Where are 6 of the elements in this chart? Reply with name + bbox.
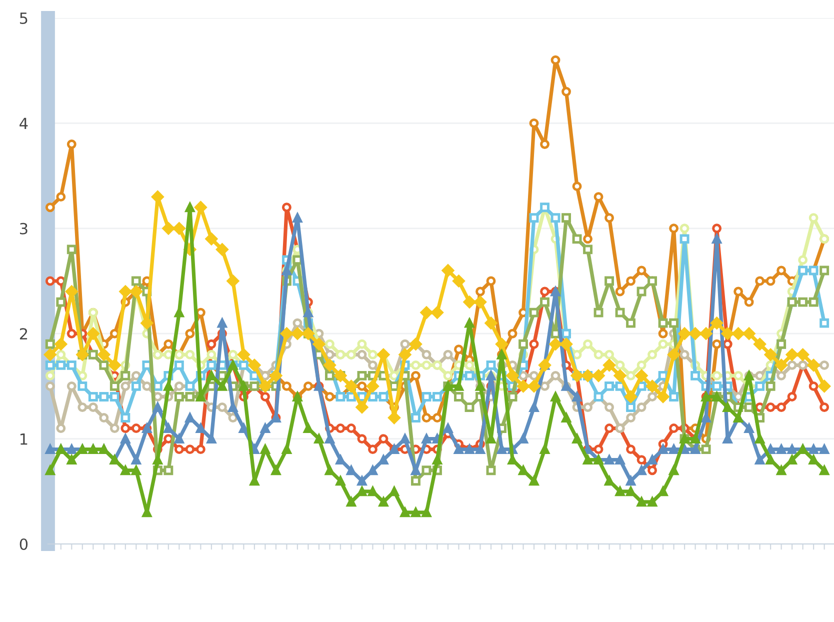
y-tick-label: 2 [20,328,28,340]
y-tick-label: 5 [20,12,28,24]
y-tick-label: 0 [20,538,28,550]
y-tick-label: 4 [20,118,28,130]
y-tick-label: 1 [20,433,28,445]
y-tick-label: 3 [20,222,28,234]
